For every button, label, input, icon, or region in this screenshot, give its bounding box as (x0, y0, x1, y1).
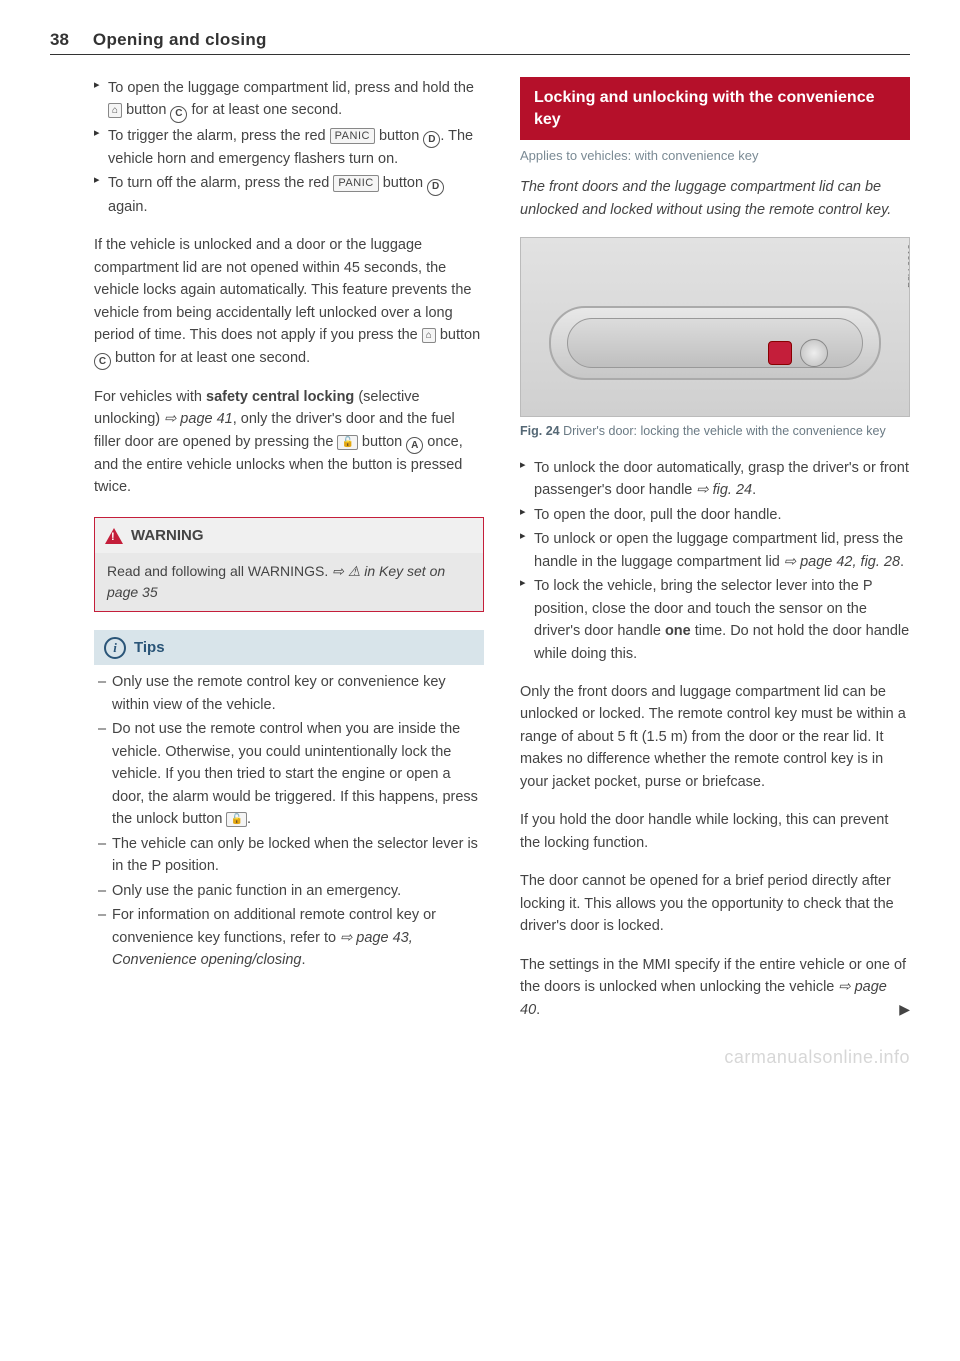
bullet-item: To turn off the alarm, press the red PAN… (94, 172, 484, 218)
text: For vehicles with (94, 389, 206, 405)
warning-box: WARNING Read and following all WARNINGS.… (94, 517, 484, 612)
figure-caption: Fig. 24 Driver's door: locking the vehic… (520, 423, 910, 441)
trunk-icon: ⌂ (108, 103, 122, 118)
tips-item: Only use the panic function in an emerge… (98, 880, 480, 902)
chapter-title: Opening and closing (93, 30, 267, 50)
bullet-item: To unlock the door automatically, grasp … (520, 457, 910, 502)
page-number: 38 (50, 30, 69, 50)
door-handle-illustration (549, 306, 881, 380)
figure-code: B8V-0010 (905, 244, 910, 288)
lock-sensor-icon (768, 341, 792, 365)
warning-triangle-icon (105, 528, 123, 544)
page-header: 38 Opening and closing (50, 30, 910, 55)
text-bold: safety central locking (206, 389, 354, 405)
unlock-icon: 🔓 (226, 812, 246, 827)
right-column: Locking and unlocking with the convenien… (520, 77, 910, 1037)
paragraph: If you hold the door handle while lockin… (520, 809, 910, 854)
continued-icon: ▶ (899, 999, 910, 1021)
panic-icon: PANIC (333, 175, 378, 191)
figure-24: B8V-0010 (520, 237, 910, 417)
paragraph: The settings in the MMI specify if the e… (520, 954, 910, 1021)
paragraph: For vehicles with safety central locking… (94, 386, 484, 499)
ref-d-icon: D (423, 131, 440, 148)
ref-c-icon: C (170, 106, 187, 123)
section-heading: Locking and unlocking with the convenien… (520, 77, 910, 140)
warning-body: Read and following all WARNINGS. ⇨ ⚠ in … (95, 553, 483, 611)
info-icon: i (104, 637, 126, 659)
trunk-icon: ⌂ (422, 328, 436, 343)
ref-c-icon: C (94, 353, 111, 370)
paragraph: The door cannot be opened for a brief pe… (520, 870, 910, 937)
paragraph: Only the front doors and luggage compart… (520, 681, 910, 793)
bullet-item: To open the luggage compartment lid, pre… (94, 77, 484, 123)
panic-icon: PANIC (330, 128, 375, 144)
watermark: carmanualsonline.info (50, 1047, 910, 1068)
tips-item: Do not use the remote control when you a… (98, 718, 480, 830)
applies-to: Applies to vehicles: with convenience ke… (520, 146, 910, 166)
tips-item: Only use the remote control key or conve… (98, 671, 480, 716)
figure-caption-text: Driver's door: locking the vehicle with … (560, 424, 886, 438)
bullet-item: To lock the vehicle, bring the selector … (520, 575, 910, 665)
tips-body: Only use the remote control key or conve… (94, 665, 484, 971)
warning-title: WARNING (131, 524, 204, 547)
warning-header: WARNING (95, 518, 483, 553)
ref-a-icon: A (406, 437, 423, 454)
xref: ⇨ page 41 (164, 411, 233, 427)
bullet-item: To unlock or open the luggage compartmen… (520, 528, 910, 573)
tips-header: i Tips (94, 630, 484, 665)
paragraph: If the vehicle is unlocked and a door or… (94, 234, 484, 370)
bullet-item: To trigger the alarm, press the red PANI… (94, 125, 484, 171)
ref-d-icon: D (427, 179, 444, 196)
figure-number: Fig. 24 (520, 424, 560, 438)
lead-text: The front doors and the luggage compartm… (520, 176, 910, 221)
tips-item: The vehicle can only be locked when the … (98, 833, 480, 878)
tips-title: Tips (134, 636, 165, 659)
left-column: To open the luggage compartment lid, pre… (50, 77, 484, 1037)
bullet-item: To open the door, pull the door handle. (520, 504, 910, 526)
keyhole-icon (800, 339, 828, 367)
tips-item: For information on additional remote con… (98, 904, 480, 971)
door-handle-inner (567, 318, 863, 368)
unlock-icon: 🔓 (337, 435, 357, 450)
